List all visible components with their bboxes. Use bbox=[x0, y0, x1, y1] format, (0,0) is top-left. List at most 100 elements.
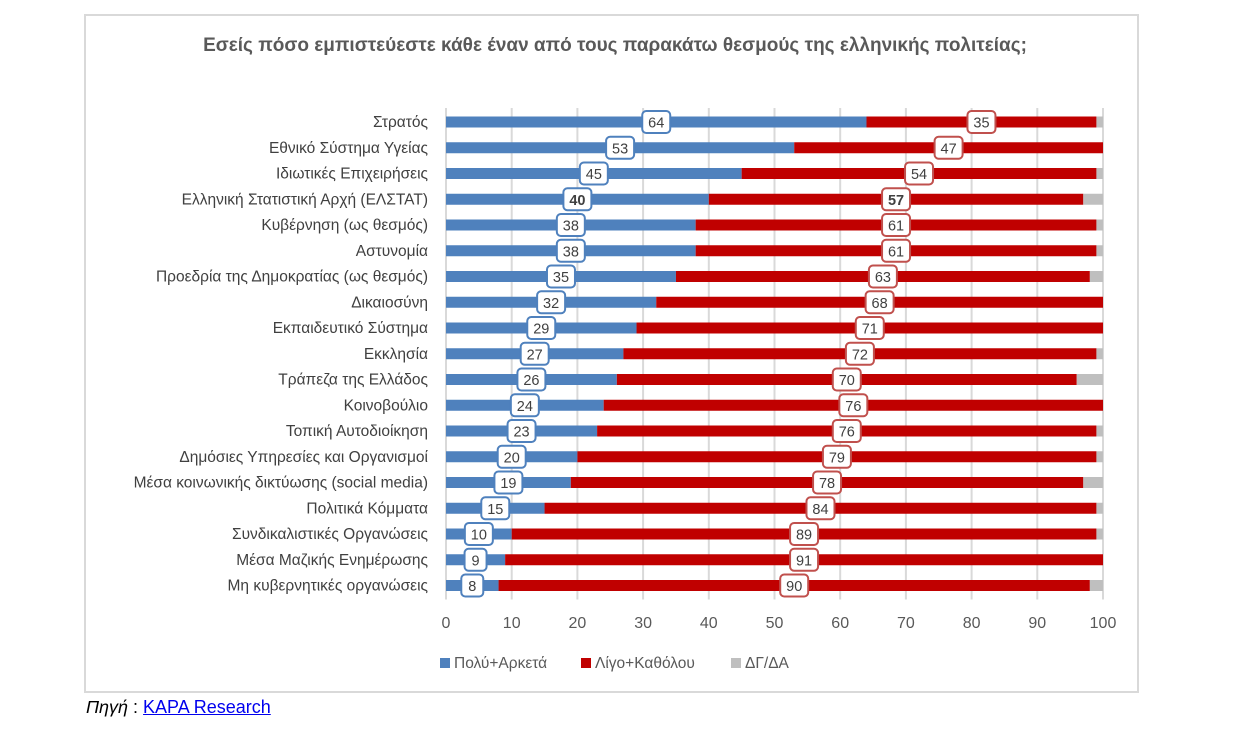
data-label: 61 bbox=[888, 244, 904, 260]
bar-dk bbox=[1089, 580, 1103, 591]
data-label: 84 bbox=[812, 502, 828, 518]
data-label: 90 bbox=[786, 579, 802, 595]
category-label: Κυβέρνηση (ως θεσμός) bbox=[261, 217, 428, 234]
data-label-box bbox=[789, 522, 820, 546]
data-label: 68 bbox=[872, 296, 888, 312]
data-label-box bbox=[933, 135, 964, 160]
x-tick-label: 50 bbox=[766, 615, 784, 632]
data-label-box bbox=[509, 393, 540, 418]
x-tick-label: 100 bbox=[1090, 615, 1117, 632]
chart-frame bbox=[84, 14, 1139, 693]
data-label-box bbox=[854, 316, 885, 340]
data-label-box bbox=[463, 522, 494, 546]
data-label-box bbox=[578, 161, 609, 186]
category-label: Μέσα κοινωνικής δικτύωσης (social media) bbox=[134, 475, 428, 492]
category-label: Εθνικό Σύστημα Υγείας bbox=[269, 140, 428, 157]
source-link[interactable]: KAPA Research bbox=[143, 697, 271, 717]
data-label: 72 bbox=[852, 347, 868, 363]
x-tick-label: 80 bbox=[963, 615, 981, 632]
data-label: 54 bbox=[911, 167, 927, 183]
category-label: Εκκλησία bbox=[364, 346, 428, 363]
data-label: 38 bbox=[563, 219, 579, 235]
source-label: Πηγή bbox=[86, 697, 129, 717]
data-label-box bbox=[881, 213, 912, 237]
bar-dk bbox=[1096, 451, 1103, 463]
bar-dk bbox=[1076, 374, 1103, 385]
data-label: 23 bbox=[513, 425, 529, 441]
data-label-box bbox=[805, 496, 836, 521]
data-label: 76 bbox=[839, 425, 855, 441]
data-label: 47 bbox=[941, 141, 957, 157]
bar-dk bbox=[1096, 502, 1103, 514]
bar-dk bbox=[1083, 193, 1103, 205]
bar-dk bbox=[1096, 245, 1103, 257]
data-label: 8 bbox=[468, 579, 476, 595]
data-label-box bbox=[536, 290, 567, 315]
data-label-box bbox=[496, 444, 527, 469]
x-tick-label: 20 bbox=[569, 615, 587, 632]
data-label-box bbox=[831, 419, 862, 443]
bar-dk bbox=[1096, 348, 1103, 360]
data-label: 15 bbox=[487, 502, 503, 518]
data-label: 70 bbox=[839, 373, 855, 389]
x-tick-label: 0 bbox=[442, 615, 451, 632]
data-label: 19 bbox=[500, 476, 516, 492]
bar-dk bbox=[1089, 271, 1103, 282]
data-label-box bbox=[838, 393, 869, 418]
data-label-box bbox=[867, 264, 898, 289]
bar-dk bbox=[1096, 219, 1103, 231]
x-tick-label: 40 bbox=[700, 615, 718, 632]
legend-label: Πολύ+Αρκετά bbox=[454, 655, 547, 672]
data-label-box bbox=[460, 573, 485, 598]
data-label-box bbox=[812, 470, 843, 495]
x-tick-label: 10 bbox=[503, 615, 521, 632]
data-label: 53 bbox=[612, 141, 628, 157]
data-label-box bbox=[779, 573, 810, 598]
source-note: Πηγή : KAPA Research bbox=[86, 697, 271, 718]
bar-dk bbox=[1096, 168, 1103, 179]
category-label: Μέσα Μαζικής Ενημέρωσης bbox=[236, 552, 428, 569]
legend-label: ΔΓ/ΔΑ bbox=[745, 655, 790, 672]
data-label: 9 bbox=[472, 553, 480, 569]
data-label-box bbox=[480, 496, 511, 521]
data-label: 61 bbox=[888, 219, 904, 235]
data-label: 26 bbox=[523, 373, 539, 389]
data-label: 27 bbox=[527, 347, 543, 363]
data-label-box bbox=[881, 187, 912, 212]
data-label-box bbox=[506, 419, 537, 443]
data-label: 45 bbox=[586, 167, 602, 183]
category-label: Δικαιοσύνη bbox=[351, 294, 428, 311]
data-label-box bbox=[881, 238, 912, 263]
data-label-box bbox=[493, 470, 524, 495]
category-label: Κοινοβούλιο bbox=[344, 397, 428, 414]
data-label-box bbox=[605, 135, 636, 160]
data-label: 20 bbox=[504, 450, 520, 466]
data-label-box bbox=[555, 213, 586, 237]
data-label-box bbox=[463, 547, 488, 572]
data-label: 29 bbox=[533, 322, 549, 338]
legend-swatch bbox=[440, 658, 450, 668]
data-label-box bbox=[844, 341, 875, 366]
chart-title: Εσείς πόσο εμπιστεύεστε κάθε έναν από το… bbox=[203, 35, 1027, 56]
data-label: 35 bbox=[553, 270, 569, 286]
data-label: 57 bbox=[888, 193, 904, 209]
data-label: 78 bbox=[819, 476, 835, 492]
category-label: Μη κυβερνητικές οργανώσεις bbox=[228, 578, 428, 595]
bar-dk bbox=[1096, 116, 1103, 128]
x-tick-label: 70 bbox=[897, 615, 915, 632]
data-label-box bbox=[516, 367, 547, 392]
data-label: 35 bbox=[973, 116, 989, 132]
data-label-box bbox=[789, 547, 820, 572]
data-label: 24 bbox=[517, 399, 533, 415]
data-label-box bbox=[555, 238, 586, 263]
data-label: 64 bbox=[648, 116, 664, 132]
legend-label: Λίγο+Καθόλου bbox=[595, 655, 695, 672]
data-label: 40 bbox=[569, 193, 585, 209]
data-label: 38 bbox=[563, 244, 579, 260]
data-label: 71 bbox=[862, 322, 878, 338]
data-label: 10 bbox=[471, 528, 487, 544]
bar-dk bbox=[1083, 477, 1103, 488]
category-label: Τράπεζα της Ελλάδος bbox=[278, 372, 428, 389]
data-label-box bbox=[562, 187, 593, 212]
